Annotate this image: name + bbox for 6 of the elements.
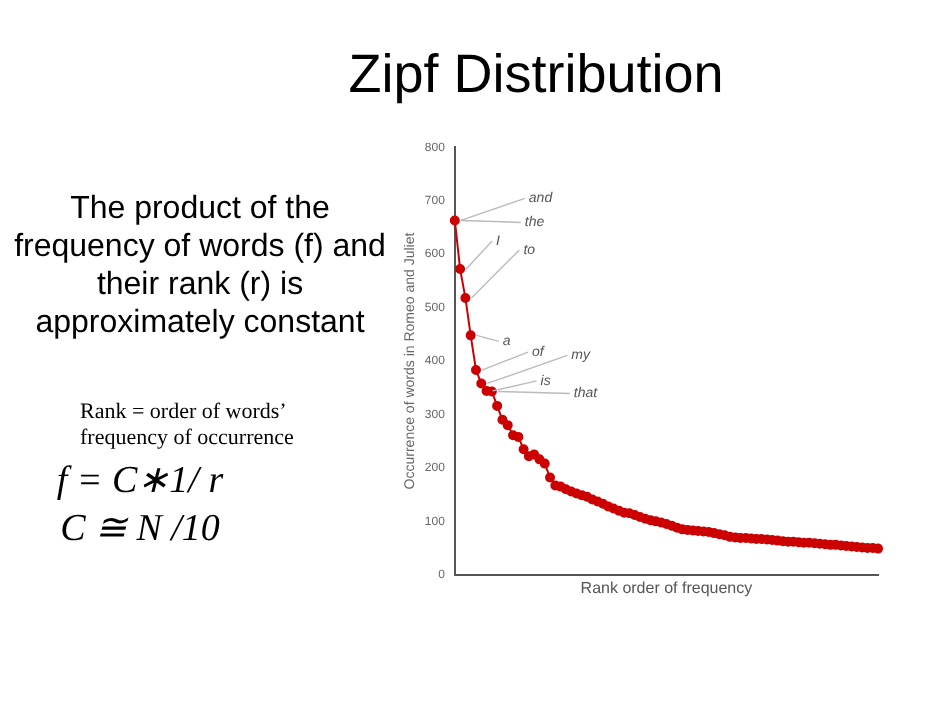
text: Rank = order of words’ frequency of occurrence xyxy=(80,400,296,452)
chart-title: Zipf Distribution xyxy=(346,44,726,106)
x-axis-title: Rank order of frequency xyxy=(580,578,753,597)
text: The product of the frequency of words (f) and their rank (r) is approximately constant xyxy=(12,190,388,342)
text: f = C∗1/ r xyxy=(54,458,226,504)
text: C ≅ N /10 xyxy=(58,506,222,552)
